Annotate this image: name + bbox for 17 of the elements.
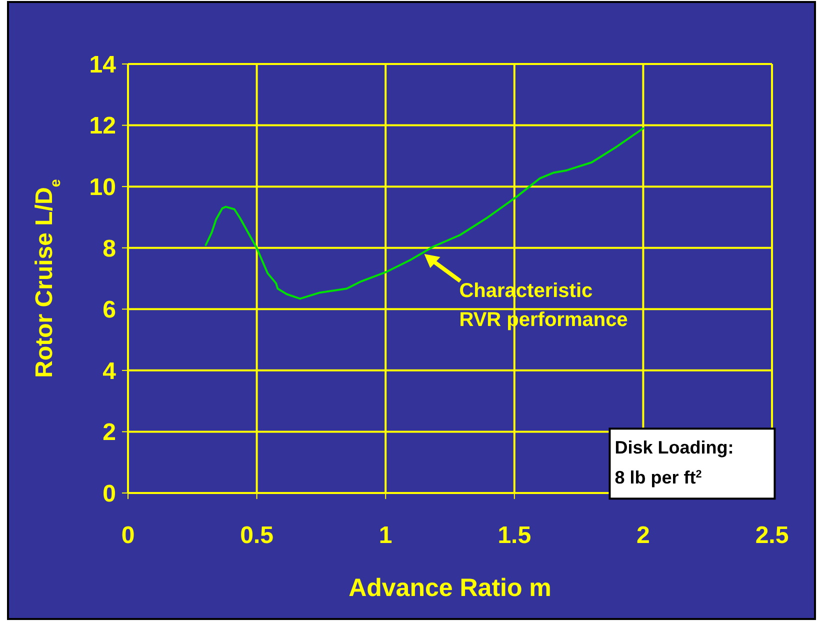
x-tick-label: 2.5 [755, 522, 789, 549]
x-tick-label: 0.5 [240, 522, 274, 549]
x-axis-title: Advance Ratio m [348, 574, 552, 602]
y-tick-label: 6 [102, 296, 116, 324]
x-tick-label: 1 [378, 522, 392, 549]
x-tick-label: 2 [636, 522, 650, 549]
y-tick-label: 10 [89, 174, 116, 201]
y-tick-label: 8 [102, 235, 116, 262]
x-tick-label: 1.5 [498, 522, 532, 549]
y-tick-label: 0 [102, 480, 116, 508]
y-tick-label: 14 [89, 51, 117, 78]
y-tick-label: 4 [102, 358, 117, 385]
y-tick-label: 12 [89, 112, 116, 140]
y-tick-label: 2 [102, 419, 116, 446]
annotation: Disk Loading: 8 lb per ft$^{2}$ [614, 438, 734, 488]
x-tick-label: 0 [121, 522, 135, 549]
line-series [204, 127, 644, 300]
